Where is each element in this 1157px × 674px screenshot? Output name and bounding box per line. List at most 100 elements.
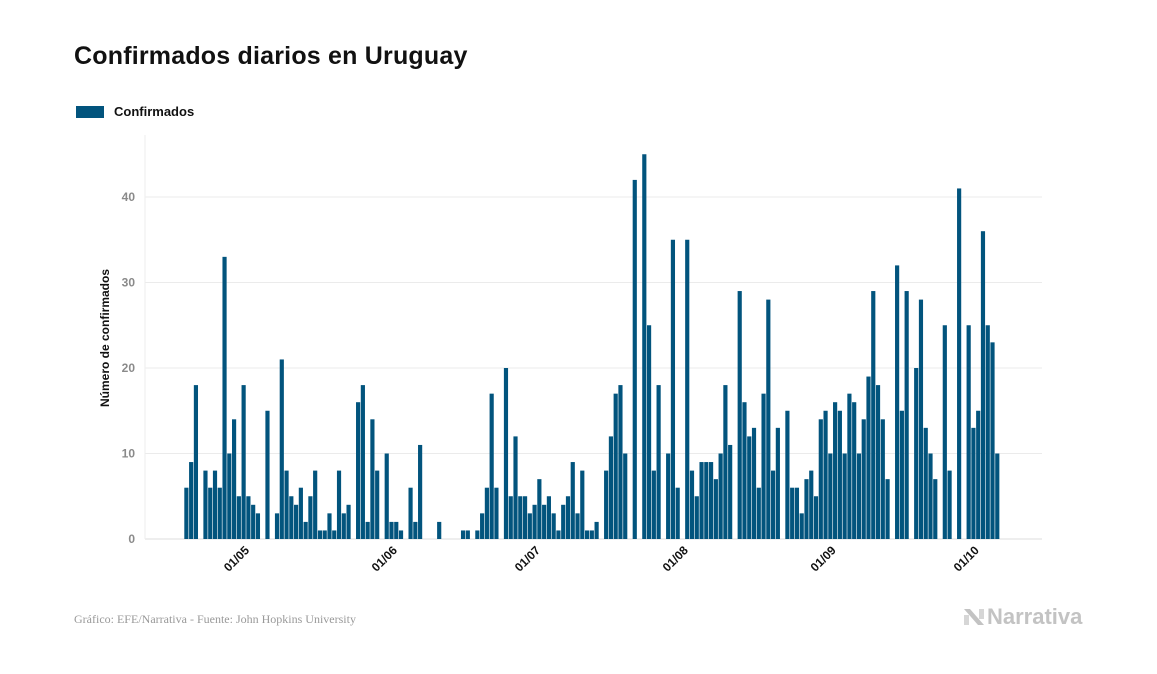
bar <box>384 453 389 539</box>
bar <box>265 410 270 539</box>
bar <box>375 470 380 539</box>
bar <box>833 402 838 539</box>
bar <box>608 436 613 539</box>
bar <box>437 521 442 539</box>
bar <box>809 470 814 539</box>
bar <box>370 419 375 539</box>
bar <box>298 487 303 539</box>
bar <box>966 325 971 539</box>
bar <box>871 291 876 539</box>
bar <box>522 496 528 539</box>
bar <box>222 256 227 539</box>
bar <box>847 393 852 539</box>
bar <box>689 470 695 539</box>
bar <box>537 479 542 539</box>
bar <box>632 179 637 539</box>
bar <box>775 427 780 539</box>
bar <box>255 513 261 539</box>
bar <box>852 402 857 539</box>
bar <box>518 496 523 539</box>
bar <box>480 513 485 539</box>
bar <box>532 504 537 539</box>
bar <box>613 393 618 539</box>
bar <box>957 188 962 539</box>
x-tick-label: 01/10 <box>951 543 982 574</box>
y-tick-label: 20 <box>122 361 136 375</box>
bar <box>642 154 647 539</box>
bar <box>718 453 723 539</box>
bar <box>494 487 499 539</box>
bar <box>508 496 513 539</box>
bar <box>232 419 237 539</box>
bar <box>341 513 346 539</box>
x-tick-label: 01/06 <box>369 543 400 574</box>
logo-text: Narrativa <box>987 604 1083 629</box>
bar <box>203 470 208 539</box>
bar <box>542 504 547 539</box>
bar <box>389 521 394 539</box>
x-tick-label: 01/05 <box>221 543 252 574</box>
bar <box>604 470 609 539</box>
bar <box>365 521 370 539</box>
bar <box>737 291 742 539</box>
bar <box>761 393 766 539</box>
bar <box>971 427 976 539</box>
bar <box>503 368 509 539</box>
bar <box>818 419 823 539</box>
bar <box>303 521 308 539</box>
bar <box>875 385 881 539</box>
bar <box>332 530 337 539</box>
bar <box>208 487 213 539</box>
bar <box>756 487 761 539</box>
bar <box>699 462 704 539</box>
bar <box>308 496 313 539</box>
bar <box>837 410 842 539</box>
bar <box>646 325 652 539</box>
bar <box>294 504 299 539</box>
bar <box>546 496 551 539</box>
bar <box>475 530 480 539</box>
y-tick-label: 40 <box>122 190 136 204</box>
bar <box>551 513 556 539</box>
y-tick-label: 30 <box>122 276 136 290</box>
y-axis-label: Número de confirmados <box>98 269 112 407</box>
bar <box>990 342 995 539</box>
bar <box>728 444 733 539</box>
bar <box>842 453 847 539</box>
bar <box>623 453 628 539</box>
bar <box>985 325 990 539</box>
bar <box>885 479 890 539</box>
bar <box>694 496 699 539</box>
bar <box>675 487 680 539</box>
bar <box>394 521 399 539</box>
bar <box>184 487 189 539</box>
bar <box>709 462 714 539</box>
bar <box>904 291 909 539</box>
narrativa-logo-icon <box>964 609 984 625</box>
bar <box>928 453 933 539</box>
bar <box>556 530 561 539</box>
bar <box>866 376 871 539</box>
bar <box>484 487 489 539</box>
x-tick-label: 01/09 <box>808 543 839 574</box>
bar <box>212 470 218 539</box>
bar <box>289 496 294 539</box>
bar <box>914 368 919 539</box>
chart-title: Confirmados diarios en Uruguay <box>74 42 468 70</box>
bar <box>771 470 776 539</box>
bars <box>184 154 1000 539</box>
bar <box>594 521 599 539</box>
bar <box>570 462 575 539</box>
bar <box>942 325 947 539</box>
bar <box>193 385 199 539</box>
legend-label: Confirmados <box>114 104 195 119</box>
bar <box>856 453 862 539</box>
bar <box>747 436 752 539</box>
bar <box>274 513 280 539</box>
bar <box>189 462 194 539</box>
bar <box>651 470 656 539</box>
bar <box>413 521 418 539</box>
bar <box>527 513 532 539</box>
bar <box>317 530 323 539</box>
